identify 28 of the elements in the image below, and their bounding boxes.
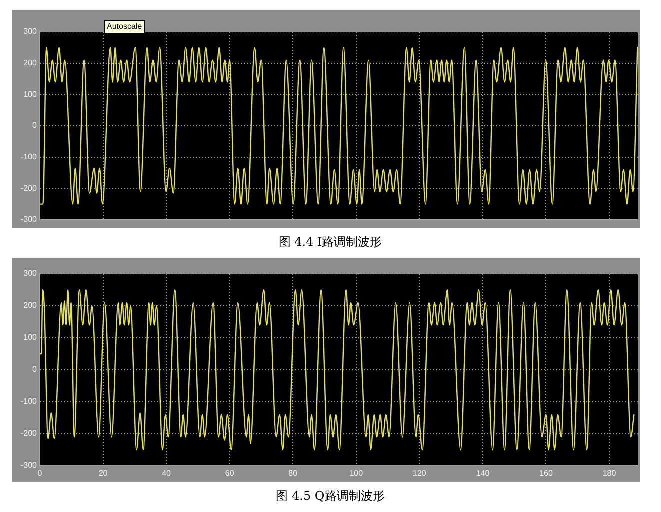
y-tick-label: -300: [20, 215, 38, 224]
y-tick-label: -100: [20, 152, 38, 162]
y-tick-label: 0: [32, 365, 38, 374]
y-tick-label: 200: [24, 301, 38, 310]
line-series: [40, 289, 635, 451]
x-tick-label: 20: [98, 469, 108, 478]
y-tick-label: -300: [20, 461, 38, 470]
y-tick-label: -100: [20, 397, 38, 406]
y-tick-label: 300: [24, 269, 38, 278]
x-tick-label: 40: [162, 469, 172, 478]
x-tick-label: 160: [540, 469, 554, 478]
y-tick-label: -200: [20, 184, 38, 193]
x-tick-label: 120: [413, 469, 427, 478]
y-tick-label: 300: [24, 27, 38, 36]
y-tick-label: 100: [24, 90, 38, 99]
text: 图 4.5 Q路调制波形: [275, 489, 386, 504]
text: Autoscale: [104, 20, 146, 34]
y-tick-label: 0: [32, 121, 38, 130]
x-tick-label: 100: [350, 469, 364, 478]
x-tick-label: 80: [288, 469, 298, 478]
text: 图 4.4 I路调制波形: [278, 235, 384, 250]
y-tick-label: -200: [20, 429, 38, 438]
y-tick-label: 200: [24, 58, 38, 68]
x-tick-label: 60: [225, 469, 235, 478]
y-tick-label: 100: [24, 333, 38, 342]
line-series: [40, 47, 638, 205]
x-tick-label: 180: [602, 469, 617, 478]
x-tick-label: 140: [476, 469, 490, 478]
